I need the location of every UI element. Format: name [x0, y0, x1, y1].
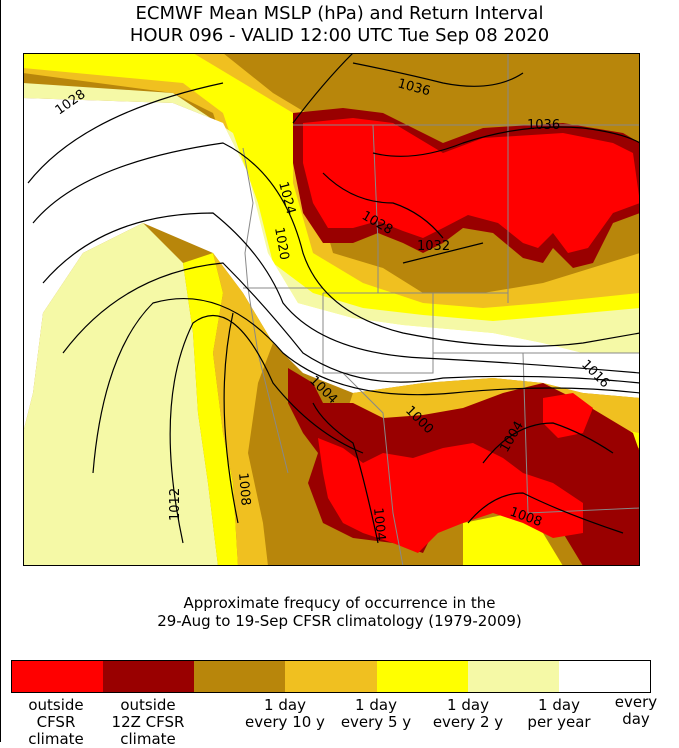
- political-borders: [242, 53, 640, 566]
- region-outside-cfsr-southeast: [543, 393, 593, 438]
- legend-swatch: [285, 661, 332, 692]
- legend-swatch: [239, 661, 286, 692]
- mslp-map: 1036 1036 1028 1024 1020 1028 1032 1016 …: [23, 53, 640, 566]
- contour-label: 1008: [235, 472, 253, 506]
- legend-label-every-day: every day: [614, 693, 658, 728]
- caption-line-2: 29-Aug to 19-Sep CFSR climatology (1979-…: [157, 612, 522, 630]
- region-outside-cfsr-north: [303, 118, 640, 253]
- legend-label-every-10y: 1 day every 10 y: [245, 696, 325, 731]
- contour-label: 1036: [527, 118, 560, 133]
- map-subtitle: HOUR 096 - VALID 12:00 UTC Tue Sep 08 20…: [129, 25, 550, 46]
- band-every-2y-southbottom: [463, 513, 563, 566]
- legend-swatch: [12, 661, 58, 692]
- legend-swatch: [103, 661, 149, 692]
- color-legend: [11, 660, 651, 693]
- band-per-year-north: [23, 83, 640, 353]
- band-every-5y-west: [213, 253, 273, 566]
- contour-label: 1012: [168, 488, 183, 521]
- legend-swatch: [604, 661, 651, 692]
- legend-label-outside-12z: outside 12Z CFSR climate: [111, 696, 185, 748]
- legend-swatch: [422, 661, 468, 692]
- contour-label: 1004: [370, 507, 388, 541]
- legend-swatch: [331, 661, 377, 692]
- legend-swatch: [148, 661, 195, 692]
- region-outside-cfsr-south: [318, 438, 583, 553]
- legend-label-per-year: 1 day per year: [527, 696, 591, 731]
- contour-label: 1020: [271, 226, 292, 261]
- band-per-year-west: [23, 223, 218, 566]
- region-every-day: [23, 98, 640, 433]
- band-every-2y-west: [183, 253, 238, 566]
- map-title: ECMWF Mean MSLP (hPa) and Return Interva…: [135, 3, 544, 24]
- contour-label: 1032: [417, 239, 450, 254]
- legend-swatch: [467, 661, 514, 692]
- isobars: [27, 53, 640, 544]
- legend-swatch: [513, 661, 559, 692]
- legend-label-every-5y: 1 day every 5 y: [340, 696, 412, 731]
- left-border: [0, 0, 1, 742]
- legend-label-every-2y: 1 day every 2 y: [432, 696, 504, 731]
- legend-swatch: [57, 661, 104, 692]
- legend-swatch: [194, 661, 240, 692]
- caption-line-1: Approximate frequcy of occurrence in the: [183, 594, 496, 612]
- legend-swatch: [376, 661, 423, 692]
- legend-swatch: [558, 661, 605, 692]
